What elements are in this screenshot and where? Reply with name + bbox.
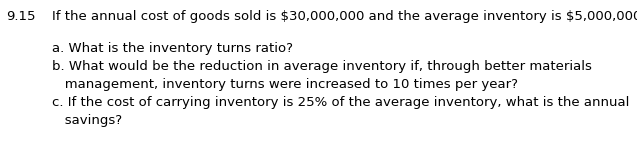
Text: b. What would be the reduction in average inventory if, through better materials: b. What would be the reduction in averag… [52, 60, 592, 73]
Text: a. What is the inventory turns ratio?: a. What is the inventory turns ratio? [52, 42, 293, 55]
Text: 9.15: 9.15 [6, 10, 36, 23]
Text: management, inventory turns were increased to 10 times per year?: management, inventory turns were increas… [52, 78, 518, 91]
Text: If the annual cost of goods sold is \$30,000,000 and the average inventory is \$: If the annual cost of goods sold is \$30… [52, 10, 637, 23]
Text: savings?: savings? [52, 114, 122, 127]
Text: c. If the cost of carrying inventory is 25% of the average inventory, what is th: c. If the cost of carrying inventory is … [52, 96, 629, 109]
